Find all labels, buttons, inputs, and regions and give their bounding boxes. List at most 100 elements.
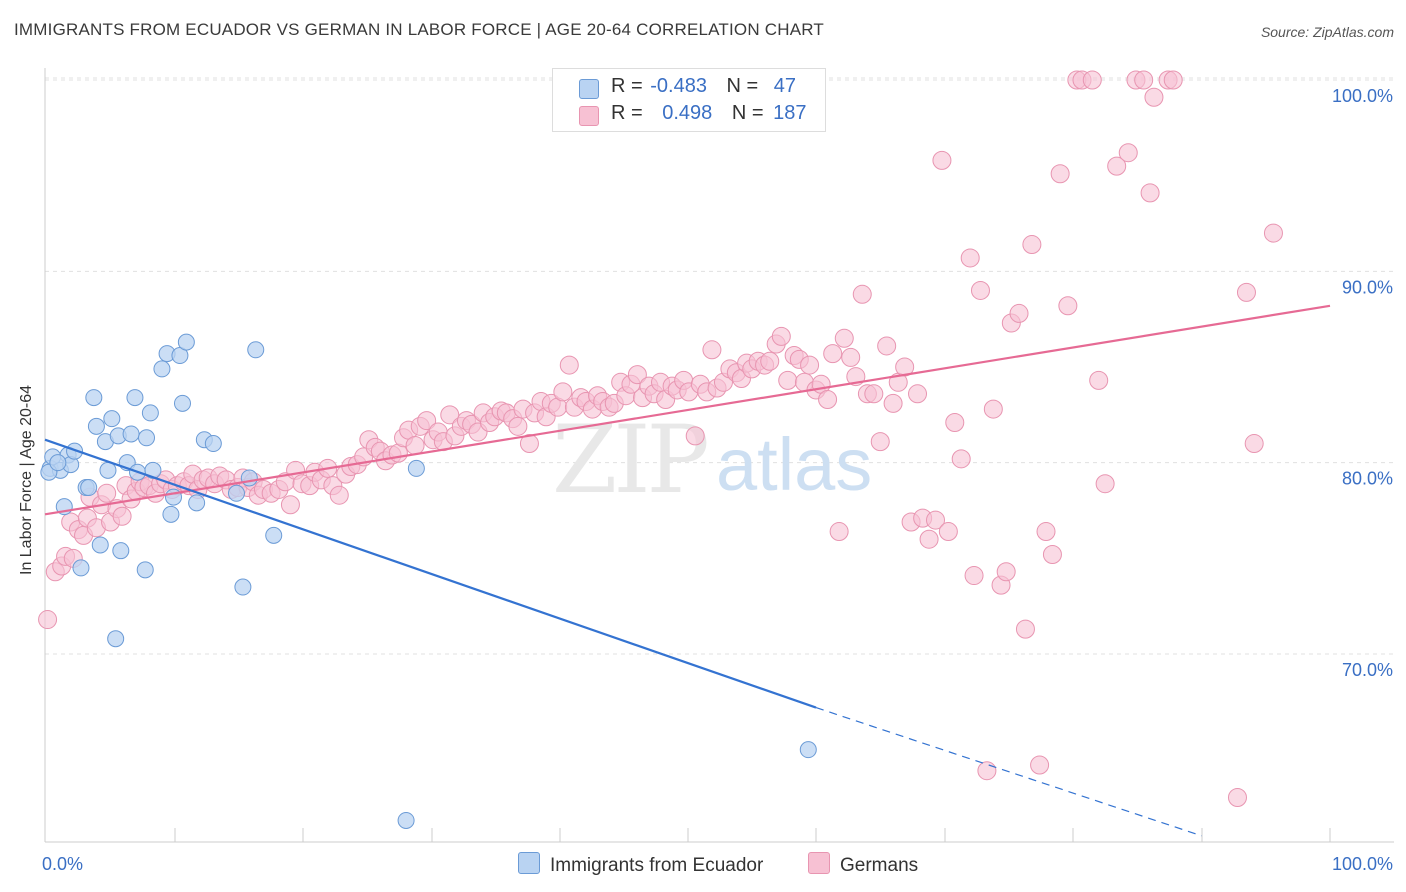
data-point-germans [800, 355, 820, 375]
data-point-ecuador [799, 741, 817, 759]
trend-line-germans [44, 304, 1331, 516]
data-point-germans [1050, 164, 1070, 184]
data-point-germans [883, 393, 903, 413]
data-point-germans [938, 522, 958, 542]
data-point-germans [559, 355, 579, 375]
data-point-ecuador [112, 542, 130, 560]
data-point-ecuador [49, 454, 67, 472]
data-point-germans [951, 449, 971, 469]
data-point-ecuador [136, 561, 154, 579]
data-point-ecuador [153, 360, 171, 378]
data-point-germans [627, 365, 647, 385]
source-label: Source: ZipAtlas.com [1260, 24, 1394, 40]
y-tick-label: 80.0% [1342, 469, 1393, 489]
data-point-ecuador [99, 461, 117, 479]
data-point-germans [519, 434, 539, 454]
data-point-germans [834, 328, 854, 348]
data-point-germans [1244, 434, 1264, 454]
data-point-germans [440, 405, 460, 425]
legend-n-value-ecuador: 47 [773, 75, 797, 97]
data-point-germans [1118, 143, 1138, 163]
data-point-germans [1022, 235, 1042, 255]
data-point-ecuador [234, 578, 252, 596]
data-point-germans [945, 412, 965, 432]
legend-r-label: R = [611, 75, 643, 97]
data-point-ecuador [188, 494, 206, 512]
data-point-ecuador [72, 559, 90, 577]
bottom-legend-label-ecuador: Immigrants from Ecuador [550, 855, 764, 876]
data-point-germans [964, 566, 984, 586]
data-point-ecuador [87, 417, 105, 435]
data-point-germans [778, 370, 798, 390]
data-point-ecuador [122, 425, 140, 443]
legend-swatch-ecuador [579, 79, 599, 99]
data-point-ecuador [177, 333, 195, 351]
data-point-ecuador [141, 404, 159, 422]
data-point-germans [1140, 183, 1160, 203]
trend-line-ecuador-extension [815, 707, 1202, 837]
data-point-germans [1227, 788, 1247, 807]
data-point-germans [280, 495, 300, 515]
data-point-germans [685, 426, 705, 446]
data-point-ecuador [240, 469, 258, 487]
data-point-germans [870, 432, 890, 452]
bottom-legend-germans: Germans [808, 852, 918, 877]
y-tick-label: 90.0% [1342, 277, 1393, 297]
data-point-germans [895, 357, 915, 377]
data-point-germans [908, 384, 928, 404]
x-tick-label: 0.0% [42, 854, 83, 874]
series-ecuador [40, 333, 817, 829]
data-point-germans [405, 435, 425, 455]
chart-title: IMMIGRANTS FROM ECUADOR VS GERMAN IN LAB… [14, 20, 825, 39]
data-point-ecuador [204, 435, 222, 453]
bottom-legend-swatch-ecuador [518, 852, 540, 874]
legend-n-label: N = [726, 75, 759, 97]
data-point-germans [852, 284, 872, 304]
data-point-germans [1058, 296, 1078, 316]
data-point-germans [112, 506, 132, 526]
data-point-germans [960, 248, 980, 268]
legend-r-value-ecuador: -0.483 [650, 75, 707, 97]
data-point-germans [1082, 70, 1102, 90]
data-point-ecuador [227, 484, 245, 502]
data-point-germans [1089, 370, 1109, 390]
data-point-ecuador [247, 341, 265, 359]
data-point-germans [919, 529, 939, 549]
watermark-zip: ZIP [552, 406, 706, 515]
legend-r-value-germans: 0.498 [662, 102, 713, 124]
trend-lines [44, 304, 1331, 837]
data-point-germans [38, 610, 58, 630]
tick-labels: 70.0% 80.0% 90.0% 100.0% 0.0% 100.0% [42, 86, 1393, 874]
series-germans [38, 70, 1283, 807]
data-point-germans [760, 351, 780, 371]
trend-line-ecuador [44, 438, 817, 709]
data-point-germans [1009, 303, 1029, 323]
data-point-germans [1015, 619, 1035, 639]
data-point-germans [508, 416, 528, 436]
data-point-germans [1107, 156, 1127, 176]
y-tick-label: 70.0% [1342, 660, 1393, 680]
data-point-germans [864, 384, 884, 404]
data-point-ecuador [397, 811, 415, 829]
data-point-germans [877, 336, 897, 356]
data-point-germans [983, 399, 1003, 419]
data-point-germans [841, 347, 861, 367]
bottom-legend-label-germans: Germans [840, 855, 919, 876]
grid-lines [45, 77, 1394, 655]
data-point-germans [702, 340, 722, 360]
data-point-germans [996, 562, 1016, 582]
data-point-ecuador [138, 429, 156, 447]
data-point-ecuador [162, 505, 180, 523]
data-point-germans [329, 485, 349, 505]
data-point-ecuador [66, 442, 84, 460]
data-point-germans [1134, 70, 1154, 90]
x-tick-label: 100.0% [1332, 854, 1393, 874]
data-point-germans [1263, 223, 1283, 243]
data-point-germans [1030, 755, 1050, 775]
data-point-germans [1144, 87, 1164, 107]
data-point-ecuador [107, 630, 125, 648]
data-point-germans [829, 522, 849, 542]
data-point-germans [1036, 522, 1056, 542]
data-point-germans [553, 382, 573, 402]
